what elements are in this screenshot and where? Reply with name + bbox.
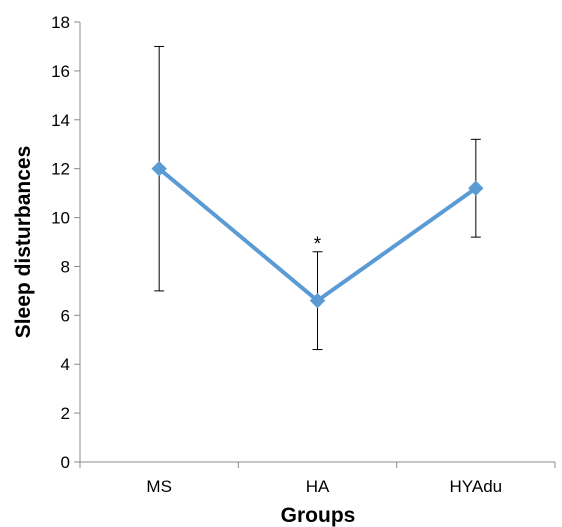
significance-marker: * — [314, 234, 322, 255]
x-tick-label: HYAdu — [450, 477, 503, 496]
y-axis-title: Sleep disturbances — [12, 146, 35, 339]
y-tick-label: 6 — [61, 306, 70, 325]
y-tick-label: 18 — [51, 13, 70, 32]
y-tick-label: 10 — [51, 209, 70, 228]
series — [151, 160, 484, 309]
y-tick-label: 16 — [51, 62, 70, 81]
y-tick-label: 2 — [61, 404, 70, 423]
annotations: * — [314, 234, 322, 255]
x-tick-label: MS — [146, 477, 172, 496]
x-axis-title: Groups — [281, 504, 356, 527]
y-axis: 0 2 4 6 8 10 12 14 16 18 — [51, 13, 81, 472]
y-tick-label: 8 — [61, 257, 70, 276]
y-tick-label: 0 — [61, 453, 70, 472]
data-point-marker — [468, 180, 484, 196]
y-tick-label: 14 — [51, 111, 70, 130]
y-tick-label: 4 — [61, 355, 70, 374]
y-tick-label: 12 — [51, 160, 70, 179]
x-axis: MS HA HYAdu — [79, 461, 556, 496]
data-point-marker — [309, 292, 326, 309]
x-tick-label: HA — [306, 477, 330, 496]
data-point-marker — [151, 160, 167, 177]
